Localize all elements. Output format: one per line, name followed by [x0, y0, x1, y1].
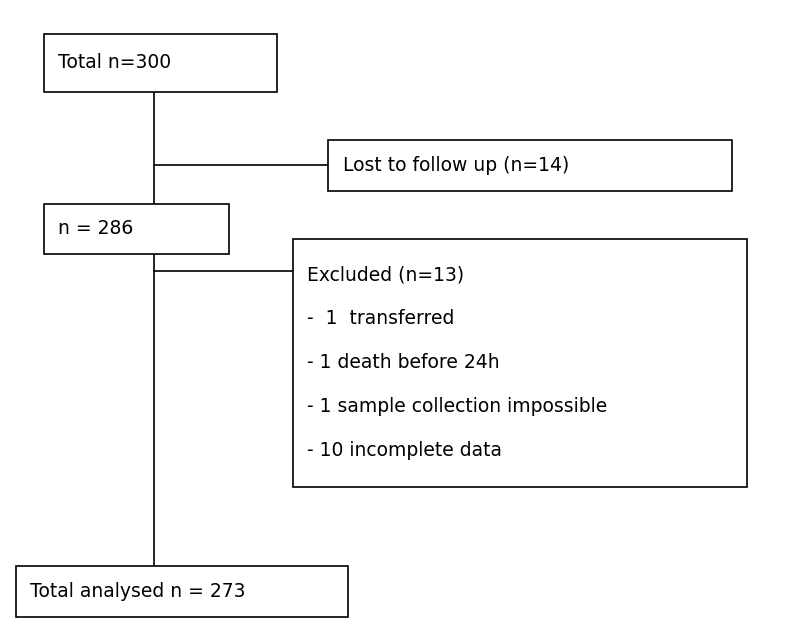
FancyBboxPatch shape [328, 140, 732, 191]
FancyBboxPatch shape [44, 34, 277, 92]
Text: n = 286: n = 286 [58, 219, 133, 238]
Text: Lost to follow up (n=14): Lost to follow up (n=14) [343, 156, 569, 175]
Text: Total n=300: Total n=300 [58, 53, 171, 73]
FancyBboxPatch shape [16, 566, 348, 617]
FancyBboxPatch shape [293, 238, 747, 487]
Text: Total analysed n = 273: Total analysed n = 273 [30, 582, 245, 601]
FancyBboxPatch shape [44, 204, 229, 254]
Text: Excluded (n=13)

-  1  transferred

- 1 death before 24h

- 1 sample collection : Excluded (n=13) - 1 transferred - 1 deat… [307, 265, 607, 460]
